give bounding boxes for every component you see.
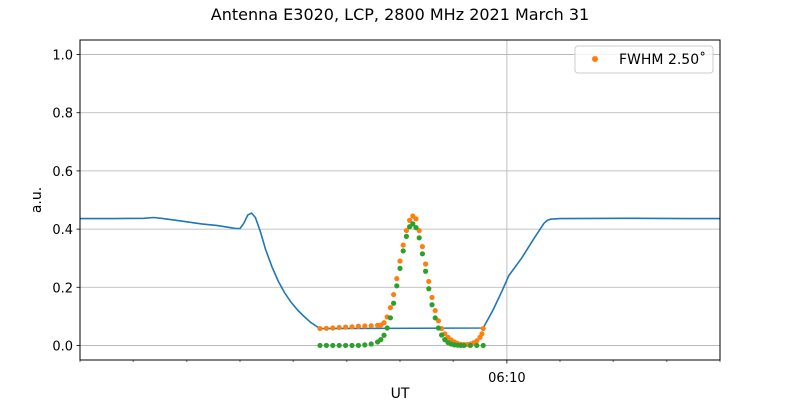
series-point-1	[480, 325, 486, 332]
series-point-1	[381, 320, 387, 326]
series-point-2	[423, 268, 429, 274]
x-tick-label: 06:10	[488, 371, 525, 386]
series-point-2	[432, 315, 438, 321]
legend-box	[574, 45, 714, 74]
series-point-2	[349, 342, 355, 349]
series-point-2	[317, 342, 323, 349]
series-point-1	[391, 291, 397, 298]
legend: FWHM 2.50˚	[574, 45, 714, 74]
series-point-2	[381, 332, 387, 338]
series-point-2	[400, 248, 406, 254]
series-point-2	[391, 300, 397, 306]
series-line-0	[80, 212, 720, 330]
series-point-2	[480, 342, 486, 349]
series-point-1	[403, 227, 409, 234]
y-tick-label: 0.2	[52, 281, 73, 296]
series-point-1	[429, 294, 435, 301]
series-point-2	[429, 302, 435, 308]
series-point-2	[387, 315, 393, 321]
series-point-2	[410, 221, 416, 227]
x-axis: 06:10	[79, 360, 721, 386]
y-tick-label: 0.8	[52, 107, 73, 122]
series-point-2	[343, 342, 349, 349]
chart-title: Antenna E3020, LCP, 2800 MHz 2021 March …	[211, 5, 589, 24]
series-point-2	[403, 233, 409, 239]
series-point-1	[362, 323, 368, 329]
series-point-1	[394, 275, 400, 282]
series-point-1	[397, 258, 403, 264]
series-point-2	[439, 332, 445, 338]
plot-frame	[79, 39, 721, 361]
series-point-2	[467, 342, 473, 349]
series-point-1	[323, 325, 329, 331]
series-point-2	[330, 342, 336, 349]
series-point-2	[336, 342, 342, 349]
series-point-1	[368, 323, 374, 329]
series-point-1	[426, 278, 432, 285]
y-tick-label: 0.6	[52, 165, 73, 180]
series-point-2	[474, 342, 480, 349]
series-point-1	[407, 217, 413, 223]
series-point-2	[362, 342, 368, 348]
series-point-2	[435, 325, 441, 331]
y-tick-label: 0.0	[52, 339, 73, 354]
legend-label: FWHM 2.50˚	[619, 51, 706, 68]
series-point-1	[400, 242, 406, 248]
series-point-1	[423, 261, 429, 267]
series-point-2	[419, 251, 425, 257]
y-axis-label: a.u.	[29, 187, 45, 213]
series-point-1	[474, 338, 480, 344]
series-point-2	[416, 235, 422, 241]
series-point-2	[394, 283, 400, 289]
series-point-1	[330, 325, 336, 331]
series-point-1	[336, 324, 342, 331]
y-tick-label: 0.4	[52, 223, 73, 238]
series-point-2	[355, 342, 361, 349]
series-point-1	[479, 331, 485, 337]
series-point-1	[413, 216, 419, 222]
grid-layer	[80, 40, 720, 360]
series-point-2	[368, 341, 374, 347]
series-point-2	[323, 342, 329, 349]
series-point-2	[413, 225, 419, 231]
series-layer	[80, 212, 720, 349]
y-tick-label: 1.0	[52, 49, 73, 64]
series-point-1	[317, 325, 323, 332]
y-axis: 0.0 0.2 0.4 0.6 0.8 1.0	[52, 49, 80, 354]
series-point-2	[426, 286, 432, 292]
series-point-1	[349, 324, 355, 330]
series-point-2	[378, 337, 384, 343]
series-point-1	[343, 324, 349, 330]
series-point-2	[461, 342, 467, 349]
series-point-1	[355, 323, 361, 329]
series-point-1	[432, 307, 438, 314]
series-point-1	[387, 305, 393, 311]
series-point-2	[397, 265, 403, 271]
x-axis-label: UT	[391, 386, 410, 400]
series-point-2	[384, 325, 390, 331]
series-point-1	[419, 243, 425, 250]
legend-marker	[592, 56, 598, 62]
